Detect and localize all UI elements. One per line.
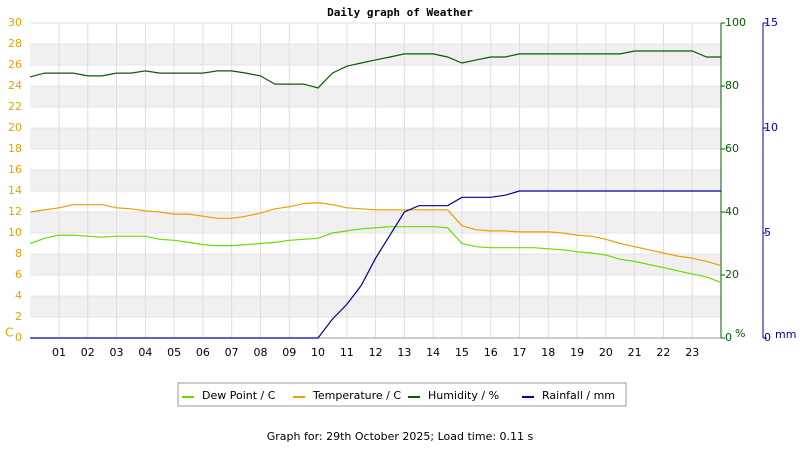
footer: Graph for: 29th October 2025; Load time:…	[267, 430, 534, 443]
legend-label: Temperature / C	[312, 389, 401, 402]
y2-tick-label: 20	[725, 268, 739, 281]
y3-tick-label: 10	[764, 121, 778, 134]
y-tick-label: 12	[8, 205, 22, 218]
x-tick-label: 21	[628, 346, 642, 359]
y2-axis-label: %	[735, 327, 745, 340]
x-tick-label: 09	[282, 346, 296, 359]
x-tick-label: 10	[311, 346, 325, 359]
y-tick-label: 26	[8, 58, 22, 71]
y3-tick-label: 15	[764, 16, 778, 29]
y-tick-label: 30	[8, 16, 22, 29]
x-tick-label: 07	[225, 346, 239, 359]
y3-axis-label: mm	[775, 328, 796, 341]
x-tick-label: 14	[426, 346, 440, 359]
y2-tick-label: 0	[725, 331, 732, 344]
x-tick-label: 03	[110, 346, 124, 359]
x-tick-label: 22	[656, 346, 670, 359]
y3-tick-label: 5	[764, 226, 771, 239]
y3-tick-label: 0	[764, 331, 771, 344]
y-tick-label: 28	[8, 37, 22, 50]
y2-tick-label: 100	[725, 16, 746, 29]
x-tick-label: 13	[397, 346, 411, 359]
x-tick-label: 19	[570, 346, 584, 359]
y-tick-label: 8	[15, 247, 22, 260]
y-tick-label: 10	[8, 226, 22, 239]
x-tick-label: 08	[253, 346, 267, 359]
x-tick-label: 01	[52, 346, 66, 359]
y2-tick-label: 60	[725, 142, 739, 155]
y-tick-label: 18	[8, 142, 22, 155]
x-tick-label: 11	[340, 346, 354, 359]
x-tick-label: 05	[167, 346, 181, 359]
y2-tick-label: 80	[725, 79, 739, 92]
y-tick-label: 16	[8, 163, 22, 176]
series-line	[29, 226, 722, 283]
x-tick-label: 02	[81, 346, 95, 359]
x-tick-label: 18	[541, 346, 555, 359]
x-tick-label: 23	[685, 346, 699, 359]
x-tick-label: 16	[484, 346, 498, 359]
x-tick-label: 04	[138, 346, 152, 359]
series-line	[30, 190, 721, 339]
x-tick-label: 15	[455, 346, 469, 359]
legend-label: Rainfall / mm	[542, 389, 615, 402]
y-tick-label: 22	[8, 100, 22, 113]
y-tick-label: 2	[15, 310, 22, 323]
series-line	[30, 201, 722, 267]
series-line	[30, 50, 721, 89]
legend-label: Dew Point / C	[202, 389, 276, 402]
y-axis-label: C	[5, 326, 13, 340]
y-tick-label: 14	[8, 184, 22, 197]
y-tick-label: 0	[15, 331, 22, 344]
x-tick-label: 06	[196, 346, 210, 359]
y2-tick-label: 40	[725, 205, 739, 218]
x-tick-label: 17	[513, 346, 527, 359]
chart-title: Daily graph of Weather	[327, 6, 473, 19]
legend-label: Humidity / %	[428, 389, 499, 402]
y-tick-label: 4	[15, 289, 22, 302]
y-tick-label: 24	[8, 79, 22, 92]
x-tick-label: 20	[599, 346, 613, 359]
y-tick-label: 20	[8, 121, 22, 134]
legend-box	[177, 382, 627, 407]
x-tick-label: 12	[369, 346, 383, 359]
y-tick-label: 6	[15, 268, 22, 281]
